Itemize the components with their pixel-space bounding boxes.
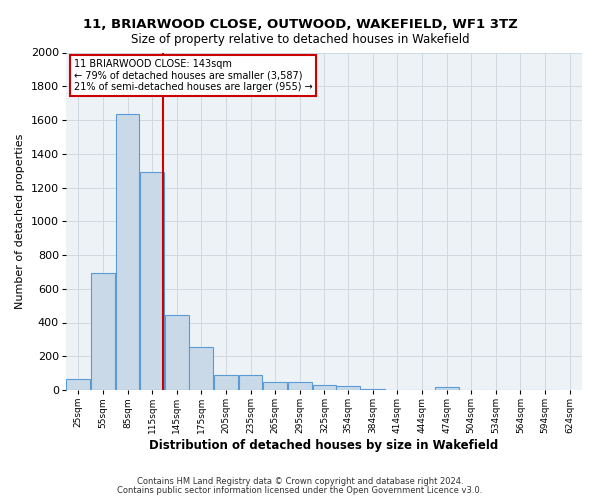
Bar xyxy=(435,386,458,390)
Bar xyxy=(140,172,164,390)
Text: 11, BRIARWOOD CLOSE, OUTWOOD, WAKEFIELD, WF1 3TZ: 11, BRIARWOOD CLOSE, OUTWOOD, WAKEFIELD,… xyxy=(83,18,517,30)
Bar xyxy=(165,315,188,390)
X-axis label: Distribution of detached houses by size in Wakefield: Distribution of detached houses by size … xyxy=(149,439,499,452)
Bar xyxy=(91,272,115,390)
Bar xyxy=(337,386,360,390)
Bar xyxy=(361,389,385,390)
Bar xyxy=(288,382,311,390)
Text: Contains public sector information licensed under the Open Government Licence v3: Contains public sector information licen… xyxy=(118,486,482,495)
Bar xyxy=(214,375,238,390)
Y-axis label: Number of detached properties: Number of detached properties xyxy=(16,134,25,309)
Text: 11 BRIARWOOD CLOSE: 143sqm
← 79% of detached houses are smaller (3,587)
21% of s: 11 BRIARWOOD CLOSE: 143sqm ← 79% of deta… xyxy=(74,59,313,92)
Bar xyxy=(239,375,262,390)
Bar xyxy=(116,114,139,390)
Text: Size of property relative to detached houses in Wakefield: Size of property relative to detached ho… xyxy=(131,32,469,46)
Text: Contains HM Land Registry data © Crown copyright and database right 2024.: Contains HM Land Registry data © Crown c… xyxy=(137,477,463,486)
Bar xyxy=(190,347,213,390)
Bar xyxy=(67,379,90,390)
Bar xyxy=(313,385,337,390)
Bar xyxy=(263,382,287,390)
